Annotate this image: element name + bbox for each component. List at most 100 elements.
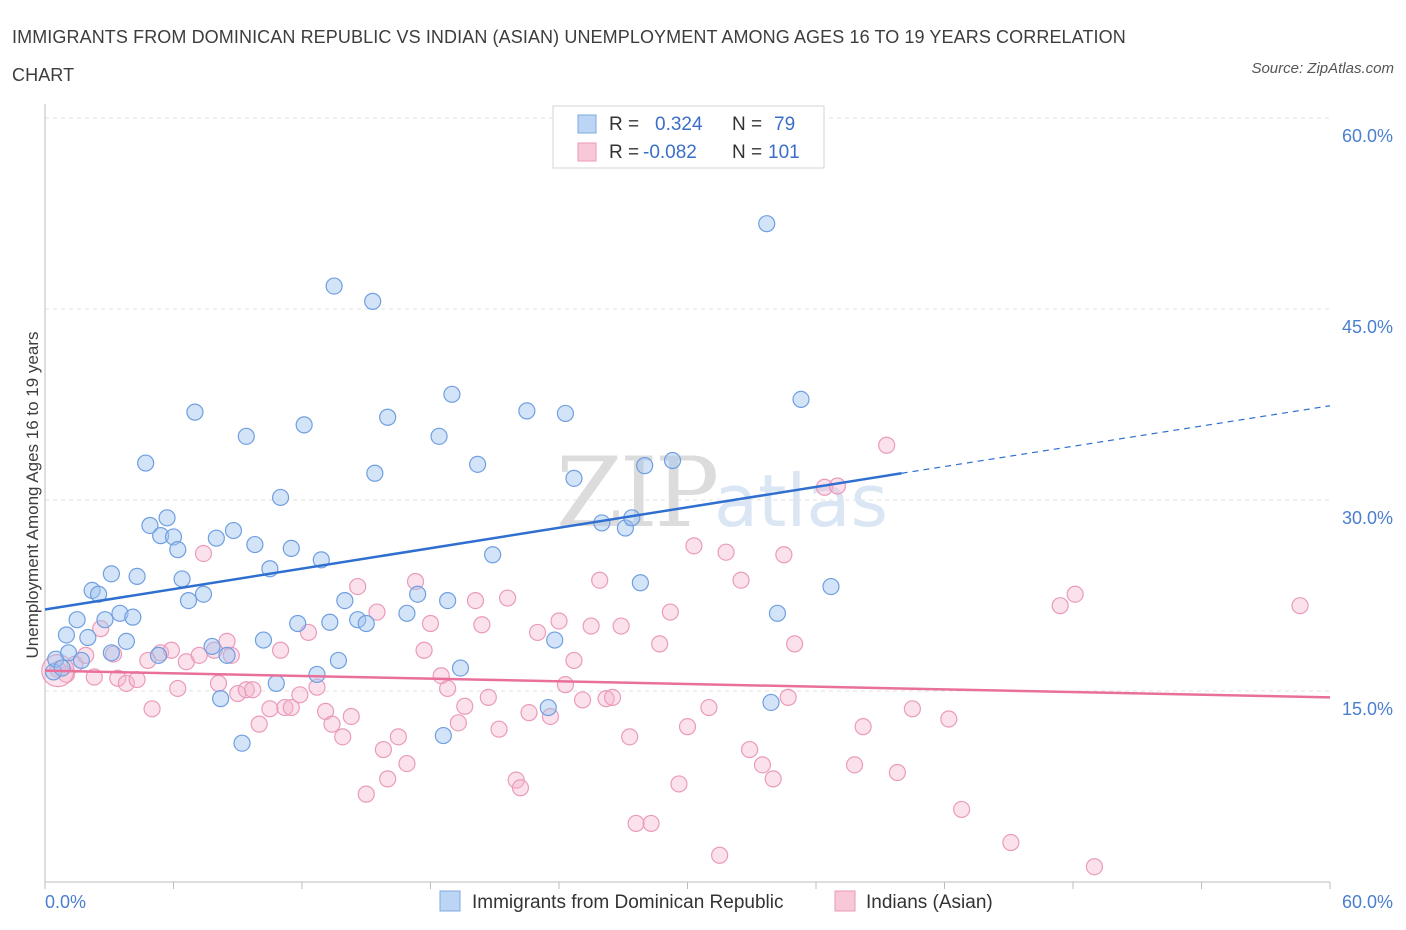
pink-point-71 — [627, 814, 645, 833]
pink-point-95 — [940, 710, 958, 728]
pink-point-50 — [456, 697, 474, 715]
blue-point-28 — [203, 637, 221, 656]
trend-lines — [44, 405, 1331, 699]
pink-point-23 — [237, 681, 255, 699]
pink-point-5 — [92, 620, 110, 638]
pink-point-80 — [717, 543, 735, 561]
legend-n-label-pink: N = — [732, 142, 762, 163]
bottom-legend-swatch-blue — [439, 890, 461, 912]
legend-swatch-blue — [577, 114, 597, 134]
pink-point-70 — [621, 728, 639, 746]
pink-point-75 — [670, 775, 688, 793]
blue-point-35 — [246, 535, 264, 554]
pink-point-38 — [357, 785, 375, 803]
pink-point-87 — [785, 635, 804, 653]
pink-point-53 — [479, 688, 497, 706]
blue-point-72 — [636, 457, 654, 475]
pink-point-19 — [209, 674, 228, 692]
pink-point-14 — [169, 679, 187, 698]
pink-point-8 — [117, 674, 135, 692]
pink-point-91 — [854, 718, 872, 736]
pink-point-57 — [511, 779, 530, 797]
pink-point-25 — [250, 715, 268, 733]
pink-point-24 — [244, 681, 262, 699]
blue-point-75 — [762, 693, 780, 712]
pink-point-86 — [779, 688, 797, 706]
blue-point-19 — [149, 646, 168, 664]
pink-point-55 — [499, 589, 517, 607]
pink-point-16 — [190, 646, 208, 664]
pink-point-99 — [1066, 585, 1084, 603]
legend-r-label-pink: R = — [609, 142, 639, 163]
blue-point-4 — [59, 644, 78, 662]
y-tick-labels: 60.0% 45.0% 30.0% 15.0% — [1342, 126, 1393, 719]
source-label: Source: ZipAtlas.com — [1251, 60, 1394, 77]
legend-n-value-pink: 101 — [768, 142, 800, 163]
bottom-legend-label-pink: Indians (Asian) — [866, 892, 993, 913]
blue-point-11 — [102, 644, 120, 662]
pink-point-4 — [85, 668, 103, 686]
axes — [44, 104, 1331, 889]
blue-trend-extension — [901, 405, 1331, 474]
blue-point-69 — [616, 519, 634, 537]
legend-r-value-pink: -0.082 — [643, 142, 697, 163]
blue-point-32 — [224, 521, 243, 540]
pink-point-34 — [323, 715, 341, 733]
y-tick-label-0: 60.0% — [1342, 126, 1393, 146]
blue-point-33 — [233, 734, 251, 752]
blue-point-74 — [758, 215, 776, 233]
blue-point-13 — [111, 604, 129, 622]
pink-point-94 — [903, 700, 921, 718]
blue-point-49 — [349, 611, 367, 629]
pink-point-36 — [342, 707, 360, 726]
bottom-legend-label-blue: Immigrants from Dominican Republic — [472, 892, 784, 913]
blue-point-17 — [137, 454, 155, 472]
pink-point-78 — [700, 698, 718, 717]
blue-point-23 — [169, 541, 187, 559]
x-tick-label-min: 0.0% — [45, 892, 86, 912]
bottom-legend-swatch-pink — [834, 890, 856, 912]
pink-point-84 — [764, 770, 782, 788]
grid-lines — [45, 117, 1330, 692]
pink-point-66 — [591, 571, 609, 589]
blue-point-20 — [152, 527, 170, 545]
pink-point-29 — [282, 698, 300, 717]
pink-point-69 — [612, 617, 630, 635]
pink-point-9 — [128, 670, 146, 689]
blue-point-30 — [212, 690, 230, 708]
blue-point-25 — [179, 591, 198, 610]
pink-point-77 — [685, 537, 703, 555]
pink-point-49 — [449, 714, 467, 732]
watermark-zip: ZIP — [556, 437, 717, 549]
y-tick-label-2: 30.0% — [1342, 508, 1393, 528]
legend-r-label-blue: R = — [609, 114, 639, 135]
blue-point-77 — [792, 390, 810, 409]
blue-point-24 — [173, 570, 191, 588]
pink-point-72 — [642, 814, 660, 833]
blue-point-73 — [663, 451, 682, 470]
chart-title: IMMIGRANTS FROM DOMINICAN REPUBLIC VS IN… — [12, 27, 1126, 85]
pink-point-98 — [1051, 597, 1069, 615]
pink-point-52 — [473, 616, 491, 634]
blue-point-31 — [218, 646, 236, 664]
watermark: ZIP atlas — [556, 437, 888, 549]
pink-point-48 — [439, 679, 457, 698]
series-legend: Immigrants from Dominican Republic India… — [439, 890, 993, 913]
blue-point-50 — [357, 614, 375, 633]
blue-point-54 — [398, 604, 416, 622]
pink-point-85 — [775, 546, 793, 564]
blue-point-2 — [53, 659, 71, 677]
blue-point-41 — [289, 614, 307, 633]
blue-point-47 — [329, 651, 348, 670]
pink-point-35 — [334, 728, 352, 746]
blue-point-76 — [768, 604, 787, 622]
pink-point-67 — [597, 690, 615, 708]
pink-point-32 — [308, 678, 326, 696]
pink-point-83 — [753, 756, 772, 774]
blue-point-46 — [325, 277, 343, 295]
pink-series-points — [41, 436, 1309, 876]
pink-point-89 — [828, 477, 847, 495]
blue-point-18 — [141, 516, 159, 535]
pink-point-11 — [143, 700, 161, 718]
